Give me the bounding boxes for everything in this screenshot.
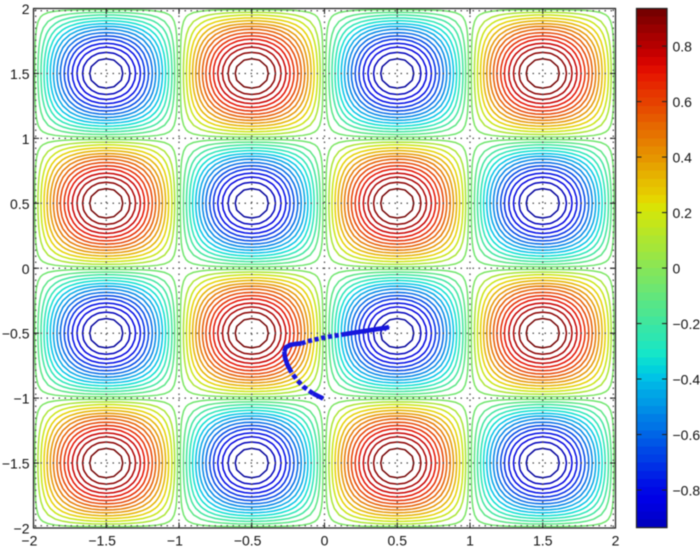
- svg-text:−0.5: −0.5: [2, 326, 30, 342]
- svg-text:0.2: 0.2: [673, 205, 693, 221]
- svg-text:2: 2: [612, 533, 620, 549]
- svg-text:0: 0: [673, 261, 681, 277]
- svg-text:−0.6: −0.6: [673, 427, 700, 443]
- svg-text:0: 0: [22, 261, 30, 277]
- svg-text:2: 2: [22, 1, 30, 17]
- svg-text:−1: −1: [167, 533, 183, 549]
- svg-text:0.4: 0.4: [673, 150, 693, 166]
- svg-text:1.5: 1.5: [533, 533, 553, 549]
- svg-text:0: 0: [321, 533, 329, 549]
- svg-text:−0.4: −0.4: [673, 372, 700, 388]
- svg-text:1.5: 1.5: [10, 66, 30, 82]
- svg-text:−2: −2: [21, 533, 37, 549]
- svg-text:1: 1: [22, 131, 30, 147]
- svg-text:0.8: 0.8: [673, 39, 693, 55]
- svg-text:0.5: 0.5: [10, 196, 30, 212]
- svg-text:−1.5: −1.5: [88, 533, 116, 549]
- svg-text:0.5: 0.5: [388, 533, 408, 549]
- svg-text:1: 1: [466, 533, 474, 549]
- svg-text:−1: −1: [14, 391, 30, 407]
- svg-text:−0.8: −0.8: [673, 483, 700, 499]
- svg-text:−0.5: −0.5: [234, 533, 262, 549]
- svg-text:−1.5: −1.5: [2, 456, 30, 472]
- svg-text:−0.2: −0.2: [673, 316, 700, 332]
- svg-text:−2: −2: [14, 521, 30, 537]
- svg-text:0.6: 0.6: [673, 94, 693, 110]
